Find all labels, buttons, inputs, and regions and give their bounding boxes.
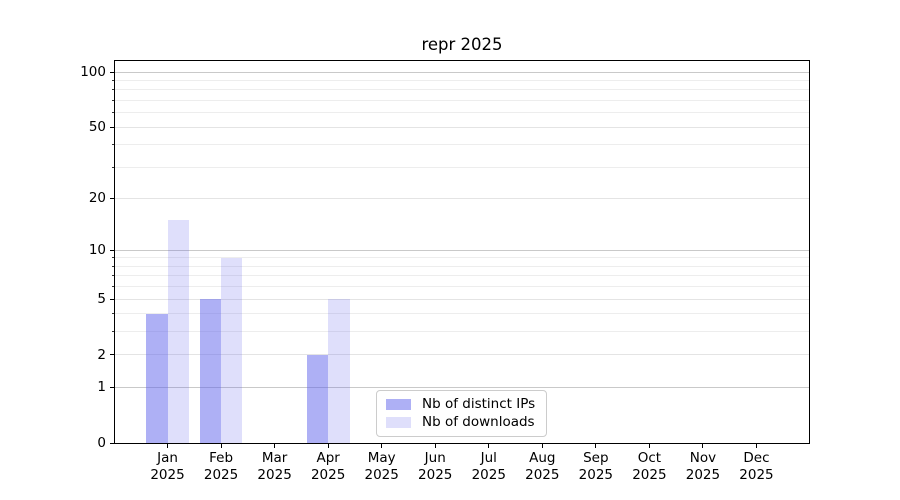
- x-tick-label-oct: Oct 2025: [621, 450, 677, 483]
- x-tick-year-mar: 2025: [257, 466, 292, 483]
- x-tick-year-nov: 2025: [685, 466, 721, 483]
- x-tick-mark-oct: [648, 444, 650, 448]
- y-tick-mark-5: [110, 298, 114, 300]
- gridline-y-50: [115, 126, 809, 128]
- bar-jan-distinct-ips: [146, 313, 168, 443]
- y-minor-tick-mark-9: [112, 257, 114, 259]
- x-tick-year-dec: 2025: [739, 466, 774, 483]
- x-tick-mark-may: [381, 444, 383, 448]
- plot-area: [114, 60, 810, 444]
- y-minor-tick-mark-80: [112, 89, 114, 91]
- gridline-y-2: [115, 354, 809, 356]
- chart-title: repr 2025: [421, 35, 503, 54]
- gridline-y-8: [115, 265, 809, 267]
- y-minor-tick-mark-8: [112, 265, 114, 267]
- bar-feb-distinct-ips: [199, 299, 222, 443]
- y-tick-mark-50: [110, 126, 114, 128]
- x-tick-year-apr: 2025: [310, 466, 346, 483]
- y-tick-mark-20: [110, 197, 114, 199]
- gridline-y-60: [115, 112, 809, 114]
- y-minor-tick-mark-90: [112, 80, 114, 81]
- x-tick-year-may: 2025: [364, 466, 399, 483]
- gridline-y-5: [115, 298, 809, 300]
- legend-swatch-downloads: [386, 416, 411, 428]
- gridline-y-80: [115, 89, 809, 91]
- x-tick-label-nov: Nov 2025: [675, 450, 731, 483]
- y-minor-tick-mark-60: [112, 112, 114, 114]
- gridline-y-40: [115, 144, 809, 146]
- y-tick-mark-0: [110, 442, 114, 444]
- gridline-y-7: [115, 275, 809, 277]
- x-tick-label-mar: Mar 2025: [247, 450, 303, 483]
- y-tick-mark-1: [110, 386, 114, 388]
- y-tick-label-0: 0: [97, 435, 106, 451]
- x-tick-year-jul: 2025: [471, 466, 506, 483]
- x-tick-year-jan: 2025: [150, 466, 185, 483]
- x-tick-mark-sep: [595, 444, 597, 448]
- bar-feb-downloads: [221, 257, 243, 443]
- gridline-y-20: [115, 197, 809, 199]
- x-tick-label-jun: Jun 2025: [407, 450, 463, 483]
- x-tick-mark-mar: [274, 444, 276, 448]
- x-tick-label-sep: Sep 2025: [568, 450, 624, 483]
- x-tick-label-jan: Jan 2025: [140, 450, 196, 483]
- legend-swatch-distinct-ips: [386, 398, 411, 410]
- y-minor-tick-mark-4: [112, 313, 114, 315]
- y-tick-label-5: 5: [97, 291, 106, 307]
- x-tick-label-may: May 2025: [354, 450, 410, 483]
- y-minor-tick-mark-40: [112, 144, 114, 146]
- x-tick-mark-dec: [755, 444, 757, 448]
- y-tick-label-1: 1: [97, 379, 106, 396]
- x-tick-mark-feb: [220, 444, 222, 448]
- y-minor-tick-mark-7: [112, 275, 114, 277]
- gridline-y-3: [115, 331, 809, 333]
- gridline-y-9: [115, 257, 809, 259]
- y-tick-label-100: 100: [80, 64, 106, 81]
- legend-label-distinct-ips: Nb of distinct IPs: [422, 396, 536, 412]
- bar-apr-distinct-ips: [306, 354, 329, 443]
- x-tick-mark-aug: [541, 444, 543, 448]
- y-minor-tick-mark-30: [112, 166, 114, 168]
- y-tick-label-20: 20: [88, 190, 106, 207]
- y-tick-label-2: 2: [97, 346, 106, 363]
- x-tick-mark-jun: [434, 444, 436, 448]
- bar-jan-downloads: [167, 220, 189, 443]
- bar-apr-downloads: [328, 299, 350, 443]
- gridline-y-4: [115, 313, 809, 315]
- y-minor-tick-mark-3: [112, 331, 114, 333]
- x-tick-label-apr: Apr 2025: [300, 450, 356, 483]
- y-tick-mark-100: [110, 71, 114, 73]
- x-tick-mark-jan: [167, 444, 169, 448]
- gridline-y-90: [115, 80, 809, 82]
- y-minor-tick-mark-70: [112, 99, 114, 101]
- legend-entry-distinct-ips: Nb of distinct IPs: [386, 397, 536, 411]
- x-tick-label-feb: Feb 2025: [193, 450, 249, 483]
- x-tick-label-jul: Jul 2025: [461, 450, 517, 483]
- gridline-y-100: [115, 71, 809, 73]
- y-minor-tick-mark-6: [112, 286, 114, 288]
- y-tick-mark-2: [110, 354, 114, 356]
- x-tick-year-feb: 2025: [203, 466, 239, 483]
- gridline-y-10: [115, 249, 809, 251]
- legend-label-downloads: Nb of downloads: [422, 414, 535, 430]
- x-tick-label-dec: Dec 2025: [728, 450, 784, 483]
- y-tick-label-50: 50: [88, 119, 106, 136]
- legend-entry-downloads: Nb of downloads: [386, 415, 536, 429]
- legend: Nb of distinct IPs Nb of downloads: [376, 390, 547, 437]
- y-tick-label-10: 10: [88, 242, 106, 259]
- x-tick-year-aug: 2025: [525, 466, 560, 483]
- x-tick-mark-apr: [327, 444, 329, 448]
- gridline-y-6: [115, 286, 809, 288]
- x-tick-year-oct: 2025: [632, 466, 667, 483]
- x-tick-year-jun: 2025: [418, 466, 453, 483]
- gridline-y-1: [115, 386, 809, 388]
- x-tick-year-sep: 2025: [578, 466, 614, 483]
- x-tick-mark-nov: [702, 444, 704, 448]
- x-tick-mark-jul: [488, 444, 490, 448]
- y-tick-mark-10: [110, 249, 114, 251]
- x-tick-label-aug: Aug 2025: [514, 450, 570, 483]
- gridline-y-30: [115, 166, 809, 168]
- gridline-y-70: [115, 99, 809, 101]
